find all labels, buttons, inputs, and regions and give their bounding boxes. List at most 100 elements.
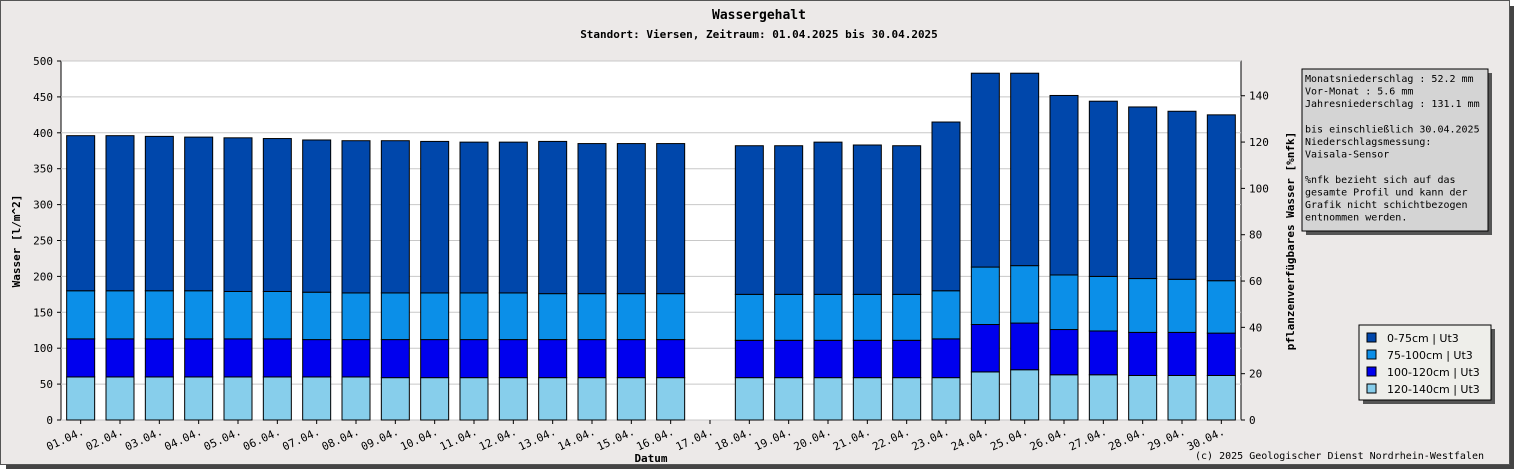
bar-segment: [223, 290, 253, 340]
bar-segment: [262, 138, 292, 292]
bar-segment: [616, 339, 646, 379]
info-line: bis einschließlich 30.04.2025: [1305, 124, 1480, 135]
y2-tick-label: 120: [1249, 136, 1269, 149]
y-tick-label: 100: [33, 342, 53, 355]
bar-segment: [420, 292, 450, 341]
x-tick-label: 29.04.: [1146, 425, 1188, 454]
x-tick-label: 15.04.: [595, 425, 637, 454]
x-tick-label: 27.04.: [1067, 425, 1109, 454]
bar-segment: [420, 339, 450, 379]
x-tick-label: 21.04.: [831, 425, 873, 454]
bar-segment: [302, 339, 332, 378]
bar-segment: [380, 377, 410, 421]
y2-axis-label: pflanzenverfügbares Wasser [%nfk]: [1284, 132, 1297, 351]
bar-segment: [1128, 331, 1158, 376]
bar-segment: [656, 339, 686, 379]
info-line: Vor-Monat : 5.6 mm: [1305, 87, 1413, 98]
bar-segment: [1206, 280, 1236, 334]
x-tick-label: 19.04.: [752, 425, 794, 454]
bar-segment: [774, 145, 804, 295]
bar-segment: [1010, 72, 1040, 267]
y-tick-label: 450: [33, 91, 53, 104]
y-axis-left: 0 50 100 150 200 250 300 350 400 450 500: [33, 55, 61, 427]
x-tick-label: 17.04.: [674, 425, 716, 454]
bar-segment: [970, 324, 1000, 373]
x-tick-label: 26.04.: [1028, 425, 1070, 454]
bar-segment: [105, 290, 135, 340]
x-tick-label: 25.04.: [988, 425, 1030, 454]
bar-segment: [1088, 330, 1118, 376]
bar-segment: [852, 377, 882, 421]
bar-segment: [1128, 106, 1158, 280]
bar-segment: [144, 338, 174, 378]
x-tick-label: 28.04.: [1106, 425, 1148, 454]
bar-segment: [184, 290, 214, 340]
x-tick-label: 11.04.: [438, 425, 480, 454]
bar-segment: [892, 339, 922, 379]
bar-segment: [616, 293, 646, 341]
bar-segment: [105, 376, 135, 421]
x-tick-label: 05.04.: [202, 425, 244, 454]
bar-segment: [656, 377, 686, 421]
bar-segment: [420, 377, 450, 421]
bar-segment: [1167, 110, 1197, 280]
bar-segment: [1010, 265, 1040, 324]
bar-segment: [341, 140, 371, 294]
y-tick-label: 150: [33, 306, 53, 319]
x-tick-label: 10.04.: [398, 425, 440, 454]
bar-segment: [459, 377, 489, 421]
bar-segment: [577, 293, 607, 341]
bar-segment: [184, 136, 214, 292]
bar-segment: [1088, 100, 1118, 277]
legend-label: 100-120cm | Ut3: [1387, 366, 1480, 379]
x-tick-label: 09.04.: [359, 425, 401, 454]
x-tick-label: 13.04.: [516, 425, 558, 454]
bar-segment: [262, 290, 292, 340]
x-tick-label: 22.04.: [870, 425, 912, 454]
bar-segment: [302, 291, 332, 341]
bar-segment: [774, 377, 804, 421]
bar-segment: [420, 140, 450, 294]
frame-shadow-right: [1509, 6, 1514, 469]
x-tick-label: 01.04.: [44, 425, 86, 454]
x-tick-label: 07.04.: [280, 425, 322, 454]
bar-segment: [498, 377, 528, 421]
bar-segment: [656, 143, 686, 295]
info-line: Niederschlagsmessung:: [1305, 137, 1431, 148]
bar-segment: [1049, 94, 1079, 276]
y2-tick-label: 100: [1249, 182, 1269, 195]
bar-segment: [577, 339, 607, 379]
bar-segment: [459, 339, 489, 379]
chart-title: Wassergehalt: [712, 8, 806, 23]
y-tick-label: 500: [33, 55, 53, 68]
x-tick-label: 18.04.: [713, 425, 755, 454]
bar-segment: [538, 140, 568, 295]
bar-segment: [734, 377, 764, 421]
bar-segment: [1167, 331, 1197, 376]
bar-segment: [1128, 278, 1158, 333]
bar-segment: [931, 121, 961, 292]
x-tick-label: 24.04.: [949, 425, 991, 454]
bar-segment: [577, 143, 607, 295]
bar-segment: [538, 377, 568, 421]
legend-label: 75-100cm | Ut3: [1387, 349, 1473, 362]
bar-segment: [459, 292, 489, 341]
legend-swatch: [1366, 332, 1377, 343]
x-tick-label: 02.04.: [84, 425, 126, 454]
bar-segment: [498, 292, 528, 341]
x-axis-label: Datum: [634, 452, 667, 464]
copyright-text: (c) 2025 Geologischer Dienst Nordrhein-W…: [1195, 451, 1484, 462]
y2-tick-label: 0: [1249, 414, 1256, 427]
y-axis-right: 0 20 40 60 80 100 120 140: [1241, 90, 1269, 427]
bar-segment: [734, 293, 764, 341]
info-line: %nfk bezieht sich auf das: [1305, 175, 1456, 186]
bar-segment: [66, 376, 96, 421]
bar-segment: [970, 266, 1000, 326]
bar-segment: [144, 135, 174, 292]
bar-segment: [892, 145, 922, 295]
bar-segment: [144, 290, 174, 340]
bar-segment: [931, 338, 961, 379]
x-tick-label: 16.04.: [634, 425, 676, 454]
bar-segment: [341, 376, 371, 421]
